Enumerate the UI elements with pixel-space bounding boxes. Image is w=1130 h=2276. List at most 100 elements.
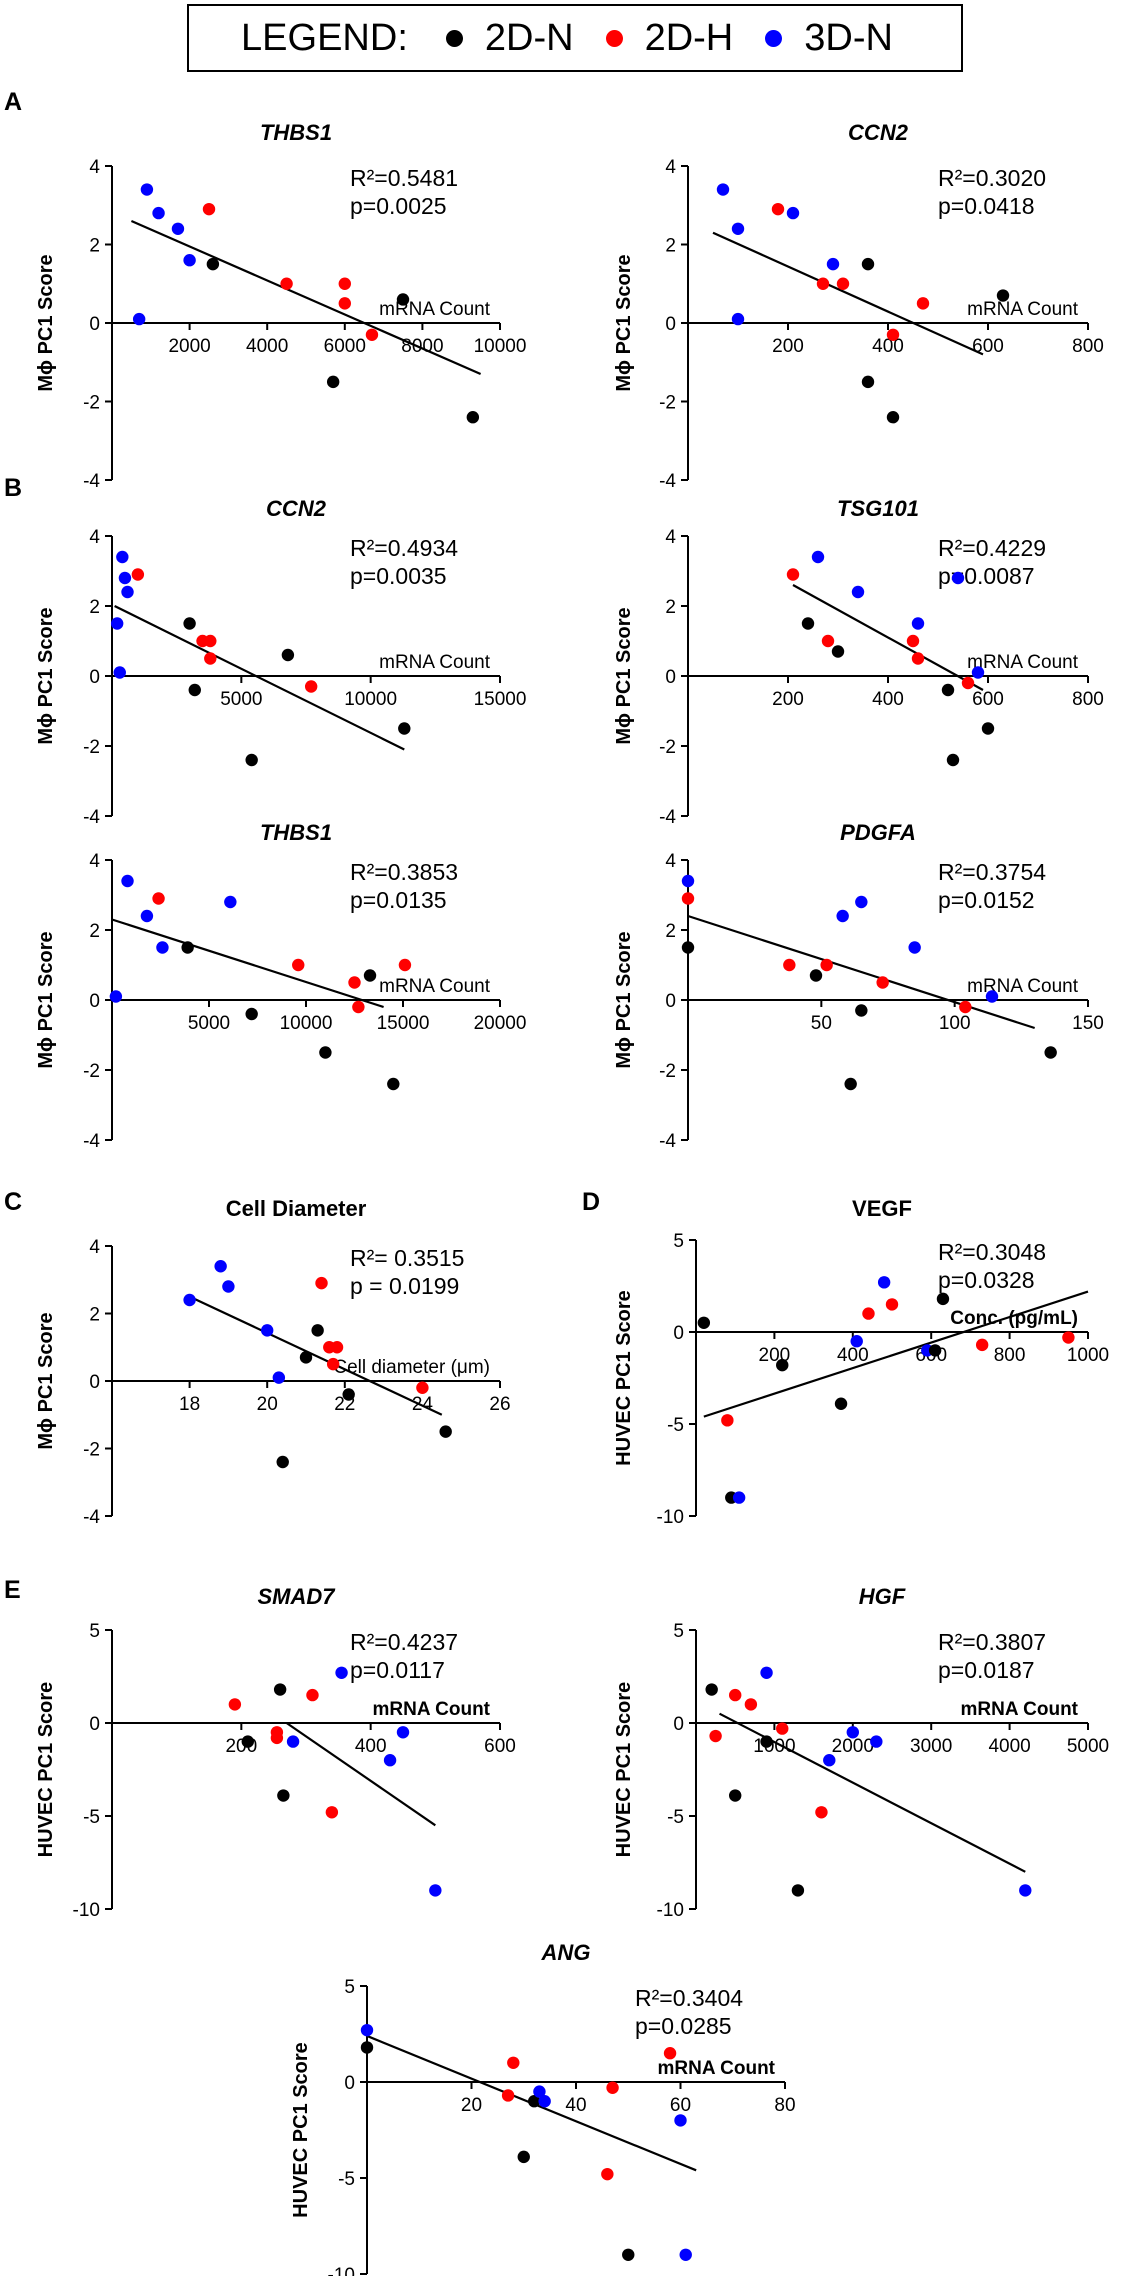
p-value-label: p=0.0187: [938, 1657, 1035, 1683]
data-point-2d-h: [330, 1341, 344, 1354]
data-point-3d-n: [851, 585, 865, 599]
x-tick-label: 5000: [220, 689, 262, 710]
y-axis-label: Mϕ PC1 Score: [35, 1312, 57, 1449]
p-value-label: p=0.0135: [350, 887, 447, 913]
x-tick-label: 15000: [377, 1013, 430, 1034]
y-axis-label: HUVEC PC1 Score: [613, 1682, 635, 1858]
data-point-2d-n: [831, 645, 845, 658]
legend-label-2d-n: 2D-N: [484, 16, 574, 59]
data-point-2d-n: [439, 1425, 452, 1438]
chart-b4: PDGFA -4 -2 0 2 4 50 100 150 mRNA Count Mϕ PC1 Sco…: [613, 820, 1104, 1152]
data-point-2d-n: [311, 1324, 324, 1337]
data-point-2d-h: [961, 676, 975, 690]
panel-letter-a: A: [4, 88, 23, 116]
p-value-label: p=0.0285: [635, 2013, 732, 2039]
data-point-3d-n: [110, 617, 124, 630]
y-tick-label: 5: [89, 1621, 100, 1642]
y-tick-label: -2: [659, 393, 676, 414]
data-point-3d-n: [335, 1666, 348, 1679]
y-tick-label: -2: [659, 737, 676, 758]
data-point-2d-h: [729, 1688, 742, 1702]
data-point-3d-n: [140, 183, 154, 196]
data-point-2d-n: [844, 1077, 857, 1091]
chart-b1: CCN2 -4 -2 0 2 4 5000 10000 15000 mRNA Count Mϕ PC…: [35, 496, 526, 828]
data-point-2d-n: [861, 375, 875, 389]
data-point-3d-n: [811, 550, 825, 564]
y-tick-label: -2: [83, 1440, 100, 1461]
data-point-2d-n: [466, 411, 480, 424]
data-point-2d-h: [325, 1806, 339, 1819]
y-tick-label: 0: [673, 1323, 684, 1344]
data-point-2d-h: [416, 1381, 429, 1394]
data-point-3d-n: [681, 874, 695, 888]
data-point-3d-n: [971, 666, 985, 679]
x-tick-label: 1000: [753, 1736, 795, 1757]
data-point-3d-n: [716, 183, 730, 196]
regression-line: [189, 1295, 443, 1416]
p-value-label: p=0.0152: [938, 887, 1035, 913]
x-tick-label: 10000: [280, 1013, 333, 1034]
r-squared-label: R²=0.4934: [350, 535, 458, 561]
y-tick-label: 0: [344, 2073, 355, 2094]
y-tick-label: 0: [89, 314, 100, 335]
panel-letter-c: C: [4, 1188, 23, 1216]
data-point-2d-n: [928, 1344, 942, 1357]
data-point-2d-h: [816, 277, 830, 290]
data-point-3d-n: [152, 206, 165, 220]
x-tick-label: 10000: [474, 336, 527, 357]
data-point-2d-n: [791, 1884, 805, 1897]
y-tick-label: -4: [83, 807, 100, 828]
p-value-label: p = 0.0199: [350, 1273, 459, 1299]
data-point-3d-n: [823, 1754, 836, 1767]
legend-item-2d-n: 2D-N: [445, 16, 574, 60]
y-tick-label: -2: [83, 737, 100, 758]
x-tick-label: 4000: [246, 336, 288, 357]
x-axis-label: mRNA Count: [379, 299, 491, 320]
data-point-2d-h: [916, 297, 930, 310]
y-tick-label: 2: [89, 921, 100, 942]
data-point-3d-n: [222, 1280, 235, 1293]
data-point-2d-h: [771, 202, 785, 216]
data-point-2d-n: [183, 617, 196, 630]
data-point-2d-h: [280, 277, 293, 290]
legend-title: LEGEND:: [241, 16, 408, 59]
y-tick-label: -4: [659, 1131, 676, 1152]
data-point-2d-n: [1044, 1046, 1057, 1059]
x-tick-label: 600: [484, 1736, 516, 1757]
data-point-2d-h: [836, 277, 850, 290]
x-tick-label: 400: [355, 1736, 387, 1757]
y-tick-label: 4: [665, 527, 676, 548]
y-tick-label: -2: [659, 1061, 676, 1082]
x-tick-label: 150: [1072, 1013, 1104, 1034]
y-tick-label: -4: [83, 1131, 100, 1152]
data-point-3d-n: [286, 1735, 300, 1748]
y-tick-label: -5: [667, 1807, 684, 1828]
x-axis-label: mRNA Count: [379, 652, 491, 673]
x-tick-label: 20000: [474, 1013, 527, 1034]
data-point-2d-n: [941, 683, 955, 697]
data-point-2d-n: [326, 375, 340, 389]
y-tick-label: -4: [659, 471, 676, 492]
y-tick-label: -4: [83, 1507, 100, 1528]
data-point-3d-n: [533, 2085, 546, 2098]
data-point-3d-n: [156, 941, 169, 954]
data-point-2d-n: [760, 1735, 773, 1748]
data-point-3d-n: [121, 585, 134, 599]
data-point-2d-h: [820, 958, 833, 972]
data-point-2d-n: [946, 753, 960, 767]
x-tick-label: 2000: [832, 1736, 874, 1757]
data-point-2d-n: [245, 1007, 258, 1021]
y-tick-label: 4: [89, 527, 100, 548]
data-point-2d-h: [885, 1298, 899, 1311]
data-point-2d-n: [206, 257, 220, 271]
data-point-3d-n: [679, 2248, 692, 2261]
data-point-2d-n: [396, 293, 410, 306]
data-point-2d-h: [204, 652, 217, 665]
x-tick-label: 600: [972, 689, 1004, 710]
data-point-2d-n: [834, 1397, 848, 1410]
data-point-2d-n: [697, 1316, 711, 1329]
chart-title: THBS1: [260, 820, 332, 845]
data-point-2d-h: [204, 634, 217, 648]
data-point-2d-h: [721, 1414, 734, 1427]
panel-letter-b: B: [4, 474, 23, 502]
